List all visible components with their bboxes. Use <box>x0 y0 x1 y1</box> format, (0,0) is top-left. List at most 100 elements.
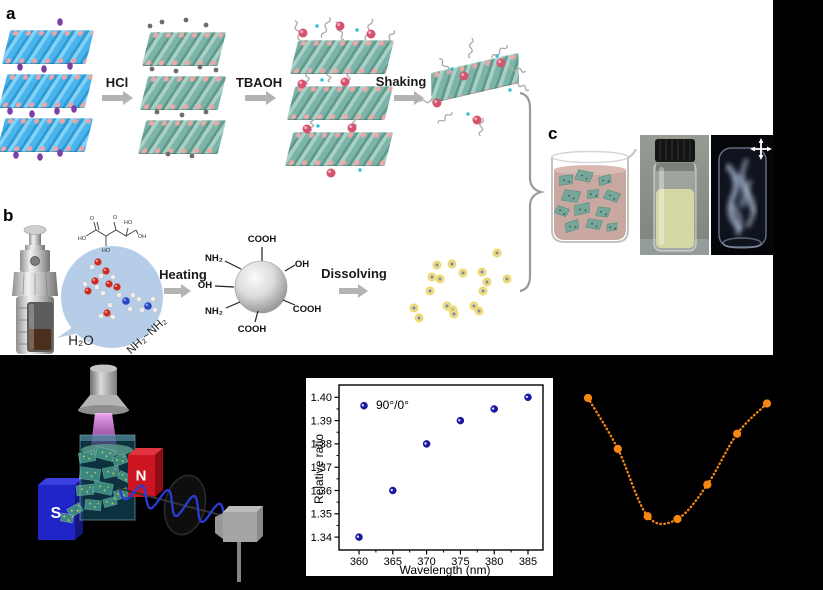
tba-chain <box>294 20 301 41</box>
platelet-dot <box>595 225 598 228</box>
y-tick-label: 1.37 <box>311 462 332 474</box>
magnet-north <box>128 448 163 497</box>
carbon-dot-halo <box>409 303 419 313</box>
platelet-face <box>606 222 618 232</box>
ammonium-head-dot <box>508 88 512 92</box>
y-tick-label: 1.40 <box>311 392 332 404</box>
group-connectors <box>214 247 296 323</box>
cdot-speck <box>71 516 74 518</box>
hydrogen-atom <box>150 296 156 302</box>
suspended-platelets <box>553 169 622 233</box>
carbon-dot-core <box>412 306 416 310</box>
platelet-face <box>559 174 573 186</box>
cdot-speck <box>76 509 79 512</box>
carbon-dot-halo <box>449 309 459 319</box>
carbon-dot-core <box>480 270 484 274</box>
y-tick-label: 1.34 <box>311 532 332 544</box>
panel-a-label: a <box>6 4 16 23</box>
purple-cation <box>57 18 63 26</box>
oxygen-atom <box>105 280 113 288</box>
protonated-slab <box>137 120 227 154</box>
carbon-dot-core <box>472 304 476 308</box>
cdot-speck <box>86 490 89 493</box>
platelet-dot <box>574 226 577 228</box>
hydrogen-atom <box>98 313 104 319</box>
proton-dot <box>183 17 189 23</box>
protonated-slab <box>141 32 227 66</box>
aligned-platelet <box>111 452 129 468</box>
platelet-dot <box>604 213 607 216</box>
platelet-face <box>574 201 590 217</box>
platelet-face <box>94 445 116 463</box>
group-cooh-bottomright: COOH <box>292 304 322 315</box>
oxygen-atom-highlight <box>85 288 89 292</box>
platelet-dot <box>584 209 587 212</box>
carbon-dot-halo <box>414 313 424 323</box>
cdot-speck <box>121 473 124 476</box>
curve-marker <box>613 444 622 453</box>
aligned-platelet <box>77 450 97 464</box>
platelet-dot <box>614 227 617 230</box>
carbon-dot-core <box>481 289 485 293</box>
curve-marker <box>673 514 682 524</box>
vial-photo-brightfield <box>640 135 709 255</box>
platelet-dot <box>609 194 611 197</box>
cdot-speck <box>86 471 89 474</box>
cdot-speck <box>89 502 92 505</box>
ammonium-head-dot <box>315 24 319 28</box>
platelet <box>574 169 594 183</box>
tba-chain <box>320 17 331 39</box>
platelet-dot <box>595 194 598 197</box>
ammonium-head-dot <box>320 78 324 82</box>
y-tick-label: 1.38 <box>311 439 332 451</box>
red-ball-highlight <box>342 79 346 83</box>
hydrogen-atom <box>152 307 158 313</box>
platelet-dot <box>590 193 592 196</box>
proton-dot <box>179 112 185 118</box>
autoclave <box>12 225 58 354</box>
red-ball-highlight <box>368 31 372 35</box>
platelet <box>574 201 590 217</box>
beaker-spout <box>627 148 637 159</box>
x-tick-label: 375 <box>451 556 469 568</box>
carbon-dot-core <box>428 289 432 293</box>
cdot-speck <box>80 488 83 491</box>
group-cooh-top: COOH <box>247 234 277 245</box>
tba-chain <box>478 117 485 137</box>
platelet <box>595 206 611 218</box>
step-heating-label: Heating <box>159 267 207 282</box>
x-tick-label: 380 <box>485 556 503 568</box>
tbaoh-slab <box>286 86 394 120</box>
cdot-speck <box>82 455 85 458</box>
nitrogen-atom-highlight <box>123 298 127 302</box>
citric-label: O <box>113 215 118 221</box>
platelet-face <box>564 219 580 233</box>
platelet-face <box>102 496 118 508</box>
hydrogen-atom <box>127 306 133 312</box>
carbon-dot-halo <box>427 272 437 282</box>
carbon-dot-ring <box>449 309 459 319</box>
crossed-polarizers-icon <box>750 138 772 160</box>
aligned-platelet <box>60 512 74 524</box>
tbaoh-slab <box>289 40 395 74</box>
platelet-dot <box>600 210 602 213</box>
proton-dot <box>149 66 155 72</box>
carbon-dot-ring <box>425 286 435 296</box>
arrow-right <box>394 91 424 105</box>
oxygen-atom <box>84 287 92 295</box>
carbon-dot-ring <box>435 274 445 284</box>
cdot-speck <box>103 489 106 492</box>
carbon-dot-ring <box>442 301 452 311</box>
angular-response-chart <box>560 365 823 590</box>
carbon-dot-ring <box>448 305 458 315</box>
carbon-dot-halo <box>482 277 492 287</box>
oxygen-atom <box>103 309 111 317</box>
vial-crossed-graphic <box>718 138 772 249</box>
carbon-dot-ring <box>414 313 424 323</box>
carbon-dot-halo <box>502 274 512 284</box>
reaction-liquid <box>29 329 51 350</box>
proton-dot <box>203 22 209 28</box>
aligned-platelet <box>102 496 118 508</box>
platelet-face <box>586 189 600 199</box>
aligned-platelet <box>101 465 121 479</box>
